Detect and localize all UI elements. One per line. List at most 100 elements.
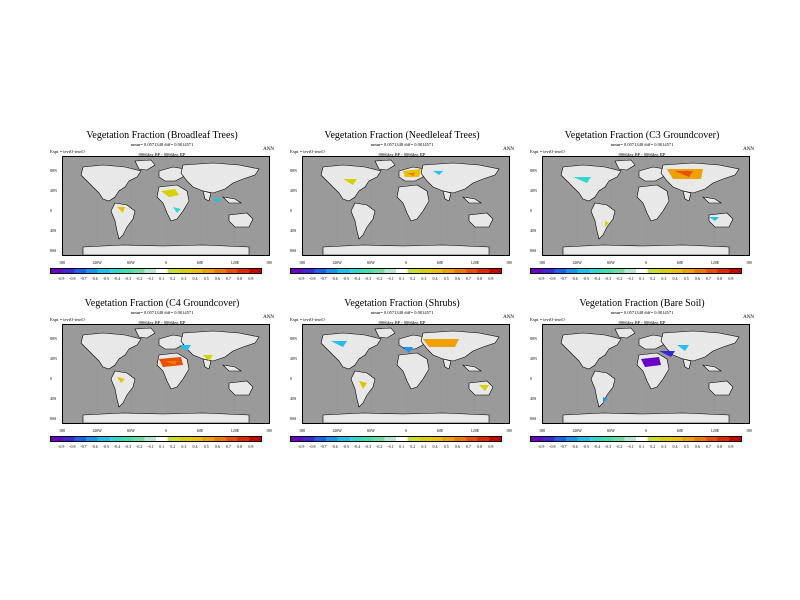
lon-label: 0 xyxy=(405,428,407,433)
lon-label: 120W xyxy=(92,428,102,433)
colorbar-tick-label: -0.6 xyxy=(571,444,578,449)
lat-label: 0 xyxy=(530,376,532,381)
colorbar-tick-label: -0.1 xyxy=(147,276,154,281)
colorbar-tick-label: 0.7 xyxy=(466,276,472,281)
colorbar-tick-label: -0.3 xyxy=(364,444,372,449)
vegetation-anomaly-patch xyxy=(433,171,443,175)
panel-season: ANN xyxy=(503,147,514,152)
colorbar-tick-label: 0.9 xyxy=(248,444,254,449)
land-mass xyxy=(702,364,722,372)
lat-label: 40N xyxy=(530,188,537,193)
lon-label: 180 xyxy=(59,428,65,433)
colorbar-tick-label: 0.1 xyxy=(399,276,405,281)
map-panel-c3: Vegetation Fraction (C3 Groundcover) mea… xyxy=(530,130,754,310)
land-mass xyxy=(180,162,260,194)
panel-season: ANN xyxy=(263,315,274,320)
land-mass xyxy=(614,159,636,171)
colorbar-tick-label: 0.7 xyxy=(706,444,712,449)
land-mass xyxy=(80,332,142,370)
lat-label: 40S xyxy=(530,396,537,401)
colorbar-tick-label: 0.9 xyxy=(728,276,734,281)
land-mass xyxy=(398,334,426,350)
colorbar xyxy=(290,268,502,274)
lat-label: 0 xyxy=(290,376,292,381)
lon-label: 180 xyxy=(539,428,545,433)
panel-season: ANN xyxy=(263,147,274,152)
colorbar xyxy=(50,436,262,442)
lon-label: 0 xyxy=(165,260,167,265)
lat-label: 0 xyxy=(290,208,292,213)
colorbar-tick-label: -0.7 xyxy=(320,444,327,449)
land-mass xyxy=(636,184,670,222)
colorbar-tick-label: 0.2 xyxy=(650,444,656,449)
land-mass xyxy=(322,412,490,423)
colorbar-tick-label: 0.1 xyxy=(159,276,165,281)
colorbar-tick-label: 0.5 xyxy=(443,276,449,281)
world-map xyxy=(80,157,260,255)
panel-stats: mean= 0.0571348 diff= 0.0014571 xyxy=(370,310,434,315)
lat-label: 40N xyxy=(50,188,57,193)
colorbar-tick-label: 0.2 xyxy=(170,276,176,281)
land-mass xyxy=(228,212,254,228)
map-area xyxy=(542,156,750,256)
panel-title: Vegetation Fraction (Needleleaf Trees) xyxy=(324,130,480,141)
map-panel-c4: Vegetation Fraction (C4 Groundcover) mea… xyxy=(50,298,274,478)
land-mass xyxy=(442,358,452,370)
lat-label: 80N xyxy=(290,336,297,341)
panel-period: 0066kyr BP - 0066kyr BP xyxy=(138,320,186,325)
land-mass xyxy=(202,190,212,202)
land-mass xyxy=(468,380,494,396)
colorbar-tick-label: 0.8 xyxy=(717,276,723,281)
colorbar-tick-label: -0.8 xyxy=(69,444,76,449)
vegetation-anomaly-patch xyxy=(173,207,181,213)
panel-expt: Expt = tevtO-teioO xyxy=(50,317,85,322)
land-mass xyxy=(682,358,692,370)
lon-label: 120E xyxy=(710,260,720,265)
colorbar-tick-label: -0.8 xyxy=(549,444,556,449)
world-map xyxy=(560,325,740,423)
colorbar-tick-label: -0.1 xyxy=(627,276,634,281)
lat-label: 80N xyxy=(530,168,537,173)
colorbar-tick-label: -0.3 xyxy=(124,276,132,281)
lon-label: 60W xyxy=(367,428,375,433)
land-mass xyxy=(560,164,622,202)
colorbar-tick-label: -0.9 xyxy=(57,276,65,281)
land-mass xyxy=(420,330,500,362)
land-mass xyxy=(660,330,740,362)
colorbar-tick-label: 0.2 xyxy=(410,444,416,449)
vegetation-anomaly-patch xyxy=(605,221,609,227)
lon-label: 180 xyxy=(746,428,752,433)
land-mass xyxy=(320,332,382,370)
colorbar-tick-label: 0.6 xyxy=(694,444,700,449)
colorbar-tick-label: 0.8 xyxy=(237,444,243,449)
land-mass xyxy=(560,332,622,370)
map-area xyxy=(302,324,510,424)
lat-label: 40S xyxy=(50,228,57,233)
world-map xyxy=(320,325,500,423)
colorbar-tick-label: 0.8 xyxy=(237,276,243,281)
panel-period: 0066kyr BP - 0066kyr BP xyxy=(138,152,186,157)
colorbar-tick-label: -0.7 xyxy=(560,276,567,281)
colorbar-tick-label: -0.1 xyxy=(387,444,394,449)
colorbar-tick-label: 0.3 xyxy=(421,276,427,281)
land-mass xyxy=(222,196,242,204)
panel-stats: mean= 0.0571348 diff= 0.0014571 xyxy=(610,310,674,315)
panel-expt: Expt = tevtO-teioO xyxy=(530,317,565,322)
colorbar-tick-label: -0.1 xyxy=(147,444,154,449)
colorbar-tick-label: -0.6 xyxy=(571,276,578,281)
land-mass xyxy=(462,196,482,204)
colorbar xyxy=(530,436,742,442)
vegetation-anomaly-patch xyxy=(203,355,213,361)
land-mass xyxy=(110,202,136,240)
lat-label: 80S xyxy=(290,416,297,421)
vegetation-anomaly-patch xyxy=(179,345,191,351)
vegetation-anomaly-patch xyxy=(573,177,591,183)
panel-period: 0066kyr BP - 0066kyr BP xyxy=(618,152,666,157)
land-mass xyxy=(110,370,136,408)
land-mass xyxy=(350,202,376,240)
panel-expt: Expt = tevtO-teioO xyxy=(290,317,325,322)
lon-label: 180 xyxy=(59,260,65,265)
panel-title: Vegetation Fraction (Shrubs) xyxy=(344,298,460,309)
colorbar-tick-label: -0.7 xyxy=(80,444,87,449)
colorbar-tick-label: -0.8 xyxy=(69,276,76,281)
